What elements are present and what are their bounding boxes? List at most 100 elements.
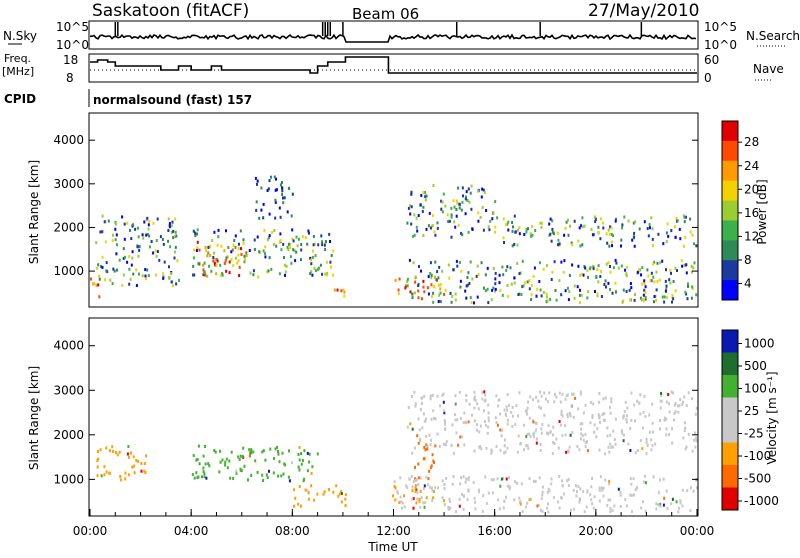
power-cell bbox=[488, 228, 491, 232]
velocity-cell bbox=[400, 506, 403, 510]
power-cell bbox=[289, 246, 292, 250]
velocity-cell bbox=[666, 506, 669, 510]
power-cell bbox=[336, 288, 339, 292]
velocity-cell bbox=[525, 444, 528, 448]
velocity-cell bbox=[558, 420, 561, 423]
velocity-cell bbox=[651, 430, 654, 434]
velocity-cell bbox=[638, 401, 641, 405]
velocity-colorbar-swatch bbox=[722, 352, 738, 376]
power-cell bbox=[605, 232, 608, 236]
velocity-cell bbox=[196, 457, 199, 461]
power-cell bbox=[462, 194, 464, 198]
freq-left-tick-bottom: 8 bbox=[66, 71, 74, 85]
velocity-cell bbox=[650, 438, 653, 442]
power-cell bbox=[665, 231, 668, 235]
power-cell bbox=[122, 273, 125, 277]
power-cell bbox=[549, 217, 552, 221]
velocity-colorbar-label: Velocity [m s⁻¹] bbox=[765, 371, 779, 464]
velocity-cell bbox=[197, 475, 200, 479]
power-cell bbox=[441, 210, 444, 214]
velocity-cell bbox=[528, 432, 531, 436]
velocity-cell bbox=[500, 477, 503, 481]
velocity-cell bbox=[307, 491, 310, 495]
velocity-cell bbox=[668, 433, 671, 437]
velocity-cell bbox=[640, 506, 643, 510]
power-cell bbox=[524, 281, 527, 285]
velocity-cell bbox=[607, 498, 610, 502]
power-cell bbox=[674, 225, 677, 229]
velocity-cell bbox=[103, 473, 106, 477]
power-cell bbox=[300, 243, 303, 246]
power-cell bbox=[162, 272, 165, 276]
power-cell bbox=[690, 264, 693, 268]
power-cell bbox=[683, 263, 686, 267]
power-cell bbox=[329, 260, 332, 264]
power-cell bbox=[683, 215, 686, 219]
power-cell bbox=[198, 248, 201, 252]
velocity-cell bbox=[105, 446, 108, 450]
velocity-cell bbox=[650, 448, 653, 452]
velocity-cell bbox=[639, 439, 642, 443]
freq-panel-frame bbox=[88, 53, 699, 83]
velocity-cell bbox=[487, 411, 490, 415]
power-cell bbox=[482, 188, 485, 192]
power-cell bbox=[550, 239, 553, 243]
velocity-cell bbox=[483, 399, 486, 403]
power-cell bbox=[530, 234, 533, 238]
power-cell bbox=[542, 291, 545, 294]
velocity-cell bbox=[639, 393, 642, 397]
velocity-cell bbox=[322, 492, 325, 496]
power-cell bbox=[215, 264, 218, 267]
power-cell bbox=[436, 270, 439, 274]
power-cell bbox=[558, 279, 561, 283]
power-cell bbox=[340, 289, 343, 293]
velocity-cell bbox=[528, 477, 531, 480]
velocity-cell bbox=[667, 393, 670, 396]
velocity-cell bbox=[130, 451, 132, 455]
velocity-cell bbox=[560, 496, 563, 500]
power-cell bbox=[142, 236, 145, 240]
velocity-cell bbox=[298, 458, 301, 462]
power-cell bbox=[219, 263, 222, 267]
power-cell bbox=[290, 261, 293, 265]
power-cell bbox=[499, 289, 502, 292]
power-cell bbox=[282, 242, 285, 246]
power-cell bbox=[680, 259, 683, 263]
velocity-cell bbox=[609, 411, 612, 415]
power-cell bbox=[441, 200, 444, 204]
power-cell bbox=[90, 277, 92, 281]
velocity-cell bbox=[197, 444, 200, 448]
velocity-cell bbox=[679, 501, 682, 505]
power-cell bbox=[579, 288, 581, 292]
velocity-cell bbox=[487, 416, 490, 420]
velocity-cell bbox=[589, 493, 592, 497]
power-cell bbox=[333, 288, 336, 292]
power-cell bbox=[652, 275, 655, 279]
velocity-cell bbox=[297, 465, 300, 469]
power-cell bbox=[672, 297, 675, 301]
power-cell bbox=[264, 255, 267, 259]
power-cell bbox=[485, 209, 488, 212]
velocity-cell bbox=[577, 407, 580, 411]
velocity-cell bbox=[490, 449, 493, 453]
time-tick-label: 00:00 bbox=[73, 524, 108, 538]
power-cell bbox=[540, 225, 543, 229]
velocity-cell bbox=[636, 449, 639, 453]
velocity-cell bbox=[540, 394, 543, 398]
velocity-cell bbox=[224, 463, 227, 467]
velocity-cell bbox=[659, 406, 662, 410]
power-cell bbox=[595, 274, 598, 278]
power-cell bbox=[553, 260, 556, 264]
velocity-cell bbox=[419, 437, 422, 441]
nsky-label: N.Sky bbox=[3, 29, 37, 43]
velocity-cell bbox=[105, 470, 108, 474]
power-cell bbox=[258, 216, 261, 220]
velocity-cell bbox=[499, 412, 502, 416]
velocity-cell bbox=[572, 392, 575, 396]
power-cell bbox=[97, 263, 100, 267]
power-cell bbox=[517, 228, 520, 232]
power-cell bbox=[471, 277, 474, 281]
power-cell bbox=[282, 201, 285, 205]
power-cell bbox=[549, 232, 552, 236]
